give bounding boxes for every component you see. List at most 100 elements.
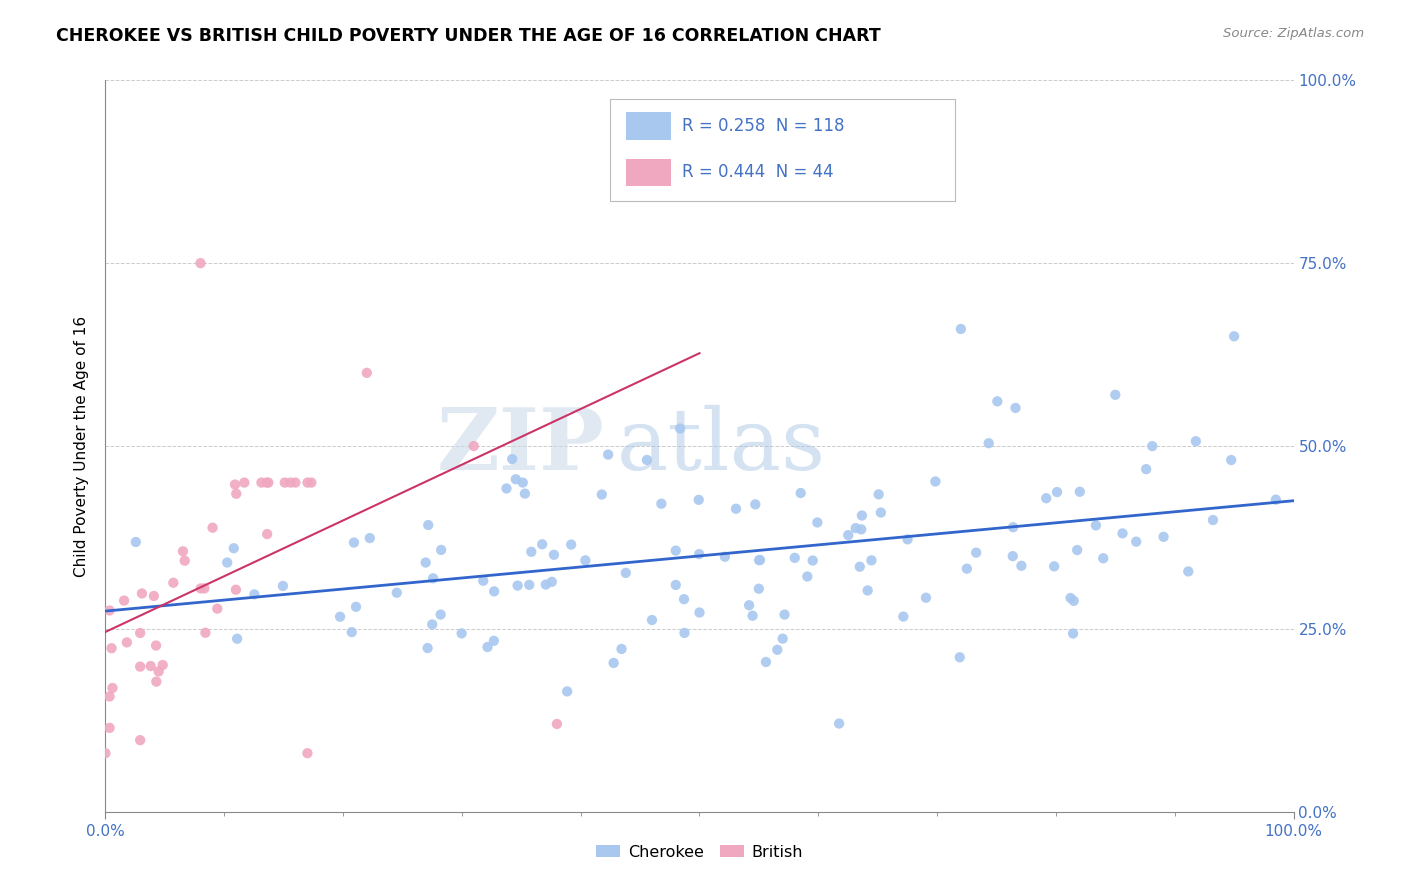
Point: [148, 665, 170, 679]
Point: [837, 528, 859, 542]
Point: [714, 549, 737, 564]
Point: [1066, 543, 1088, 558]
Point: [172, 544, 194, 558]
Point: [924, 475, 946, 489]
Point: [94, 746, 117, 760]
Point: [463, 439, 485, 453]
Point: [773, 607, 796, 622]
Point: [430, 543, 453, 558]
Point: [602, 656, 624, 670]
Point: [1001, 549, 1024, 563]
Point: [297, 475, 319, 490]
Point: [540, 574, 562, 589]
Point: [190, 256, 212, 270]
Point: [1084, 518, 1107, 533]
Point: [870, 506, 893, 520]
Point: [851, 508, 873, 523]
Point: [1035, 491, 1057, 506]
Point: [1135, 462, 1157, 476]
Text: R = 0.258  N = 118: R = 0.258 N = 118: [682, 117, 844, 135]
Point: [598, 448, 620, 462]
Point: [422, 571, 444, 585]
Point: [1142, 439, 1164, 453]
Point: [343, 535, 366, 549]
Point: [472, 574, 495, 588]
Point: [125, 535, 148, 549]
Point: [329, 609, 352, 624]
Point: [256, 475, 278, 490]
Point: [233, 475, 256, 490]
Text: R = 0.444  N = 44: R = 0.444 N = 44: [682, 162, 834, 181]
Point: [534, 577, 557, 591]
Point: [418, 518, 440, 533]
Point: [226, 632, 249, 646]
Text: atlas: atlas: [616, 404, 825, 488]
Point: [986, 394, 1008, 409]
Point: [129, 659, 152, 673]
Point: [243, 587, 266, 601]
Point: [98, 690, 121, 704]
Point: [665, 543, 688, 558]
Point: [724, 501, 747, 516]
Point: [284, 475, 307, 490]
Point: [225, 582, 247, 597]
Point: [1202, 513, 1225, 527]
Point: [641, 613, 664, 627]
Point: [139, 659, 162, 673]
Point: [796, 569, 818, 583]
Point: [222, 541, 245, 556]
Point: [1185, 434, 1208, 449]
Bar: [626, 159, 671, 186]
Point: [98, 603, 121, 617]
Point: [1063, 594, 1085, 608]
Point: [505, 472, 527, 486]
Point: [1010, 558, 1032, 573]
Point: [560, 538, 582, 552]
Point: [297, 746, 319, 760]
Point: [1220, 453, 1243, 467]
Text: CHEROKEE VS BRITISH CHILD POVERTY UNDER THE AGE OF 16 CORRELATION CHART: CHEROKEE VS BRITISH CHILD POVERTY UNDER …: [56, 27, 882, 45]
Point: [482, 584, 505, 599]
Point: [669, 421, 692, 435]
FancyBboxPatch shape: [610, 99, 955, 201]
Point: [650, 497, 672, 511]
Point: [501, 452, 523, 467]
Point: [513, 486, 536, 500]
Point: [956, 562, 979, 576]
Point: [688, 547, 710, 561]
Point: [450, 626, 472, 640]
Point: [280, 475, 302, 490]
Bar: [626, 112, 671, 140]
Point: [789, 486, 811, 500]
Point: [896, 533, 918, 547]
Point: [543, 548, 565, 562]
Point: [1223, 329, 1246, 343]
Point: [749, 553, 772, 567]
Point: [1062, 626, 1084, 640]
Text: ZIP: ZIP: [437, 404, 605, 488]
Point: [207, 601, 229, 615]
Point: [673, 626, 696, 640]
Point: [744, 497, 766, 511]
Point: [868, 487, 890, 501]
Point: [1046, 485, 1069, 500]
Point: [772, 632, 794, 646]
Point: [949, 322, 972, 336]
Point: [517, 578, 540, 592]
Point: [131, 586, 153, 600]
Point: [766, 643, 789, 657]
Point: [152, 658, 174, 673]
Point: [755, 655, 778, 669]
Point: [225, 487, 247, 501]
Point: [856, 583, 879, 598]
Point: [1264, 492, 1286, 507]
Point: [250, 475, 273, 490]
Point: [201, 521, 224, 535]
Point: [1059, 591, 1081, 605]
Point: [741, 608, 763, 623]
Point: [512, 475, 534, 490]
Point: [977, 436, 1000, 450]
Point: [688, 492, 710, 507]
Point: [274, 475, 297, 490]
Point: [340, 625, 363, 640]
